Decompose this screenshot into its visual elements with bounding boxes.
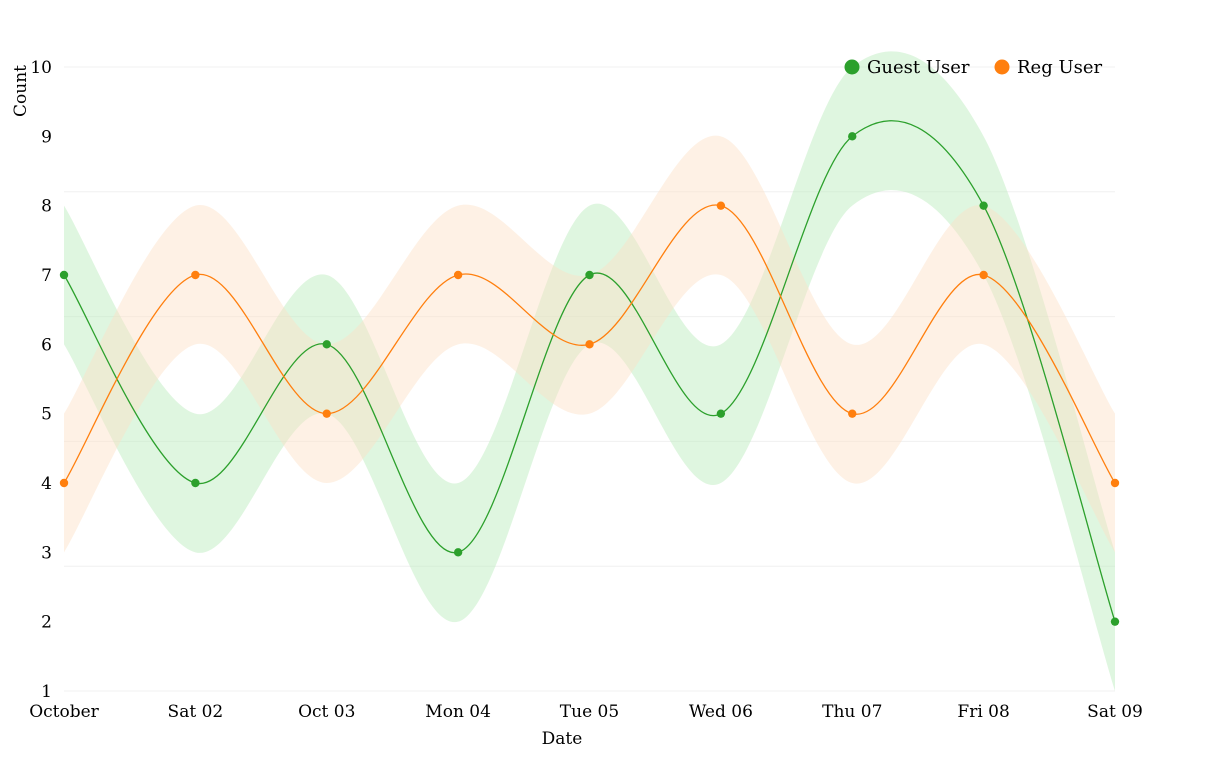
data-point: [453, 548, 463, 557]
data-point: [848, 409, 857, 418]
y-tick-label: 4: [41, 474, 52, 494]
y-tick-label: 5: [41, 405, 52, 425]
data-point: [59, 270, 69, 280]
data-point: [322, 409, 331, 418]
data-point: [585, 270, 594, 280]
x-axis-title: Date: [542, 729, 583, 749]
legend: Guest User Reg User: [844, 57, 1103, 78]
y-tick-label: 6: [41, 335, 52, 355]
series-line: [63, 204, 1116, 484]
x-tick-label: Mon 04: [425, 702, 491, 722]
x-tick-label: October: [29, 702, 99, 722]
data-point: [585, 340, 594, 349]
x-tick-label: Fri 08: [957, 702, 1009, 722]
x-tick-label: Wed 06: [689, 702, 753, 722]
grid-lines: [64, 66, 1115, 692]
y-tick-label: 8: [41, 197, 52, 217]
y-tick-label: 10: [30, 58, 52, 78]
x-axis-ticks: October Sat 02 Oct 03 Mon 04 Tue 05 Wed 06 Thu…: [29, 702, 1143, 722]
x-tick-label: Sat 09: [1087, 702, 1143, 722]
y-tick-label: 1: [41, 682, 52, 702]
x-tick-label: Sat 02: [168, 702, 224, 722]
x-tick-label: Thu 07: [822, 702, 882, 722]
data-point: [453, 270, 463, 280]
data-points: [59, 132, 1120, 626]
y-tick-label: 3: [41, 543, 52, 563]
y-axis-title: Count: [11, 65, 31, 117]
data-point: [716, 409, 726, 418]
series-band: [64, 51, 1115, 691]
legend-marker: [844, 59, 860, 75]
confidence-bands: [64, 51, 1115, 691]
data-point: [979, 201, 988, 210]
data-point: [848, 132, 857, 141]
data-point: [191, 270, 200, 280]
y-tick-label: 7: [41, 266, 52, 286]
y-tick-label: 9: [41, 127, 52, 147]
data-point: [1110, 617, 1120, 626]
y-tick-label: 2: [41, 613, 52, 633]
legend-label: Guest User: [867, 57, 970, 78]
data-point: [979, 270, 988, 280]
data-point: [59, 478, 69, 488]
x-tick-label: Oct 03: [298, 702, 355, 722]
data-point: [191, 478, 200, 488]
legend-label: Reg User: [1017, 57, 1103, 78]
y-axis-ticks: 1 2 3 4 5 6 7 8 9 10: [30, 58, 52, 702]
data-point: [1110, 478, 1120, 488]
data-point: [322, 340, 331, 349]
x-tick-label: Tue 05: [560, 702, 619, 722]
legend-marker: [994, 59, 1010, 75]
data-point: [716, 201, 726, 210]
